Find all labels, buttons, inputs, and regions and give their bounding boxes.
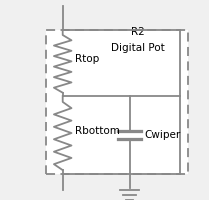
Bar: [46, 30, 188, 174]
Text: Rbottom: Rbottom: [75, 126, 120, 136]
Text: R2: R2: [131, 27, 145, 37]
Text: Digital Pot: Digital Pot: [111, 43, 165, 53]
Text: Rtop: Rtop: [75, 54, 99, 64]
Text: Cwiper: Cwiper: [144, 130, 180, 140]
